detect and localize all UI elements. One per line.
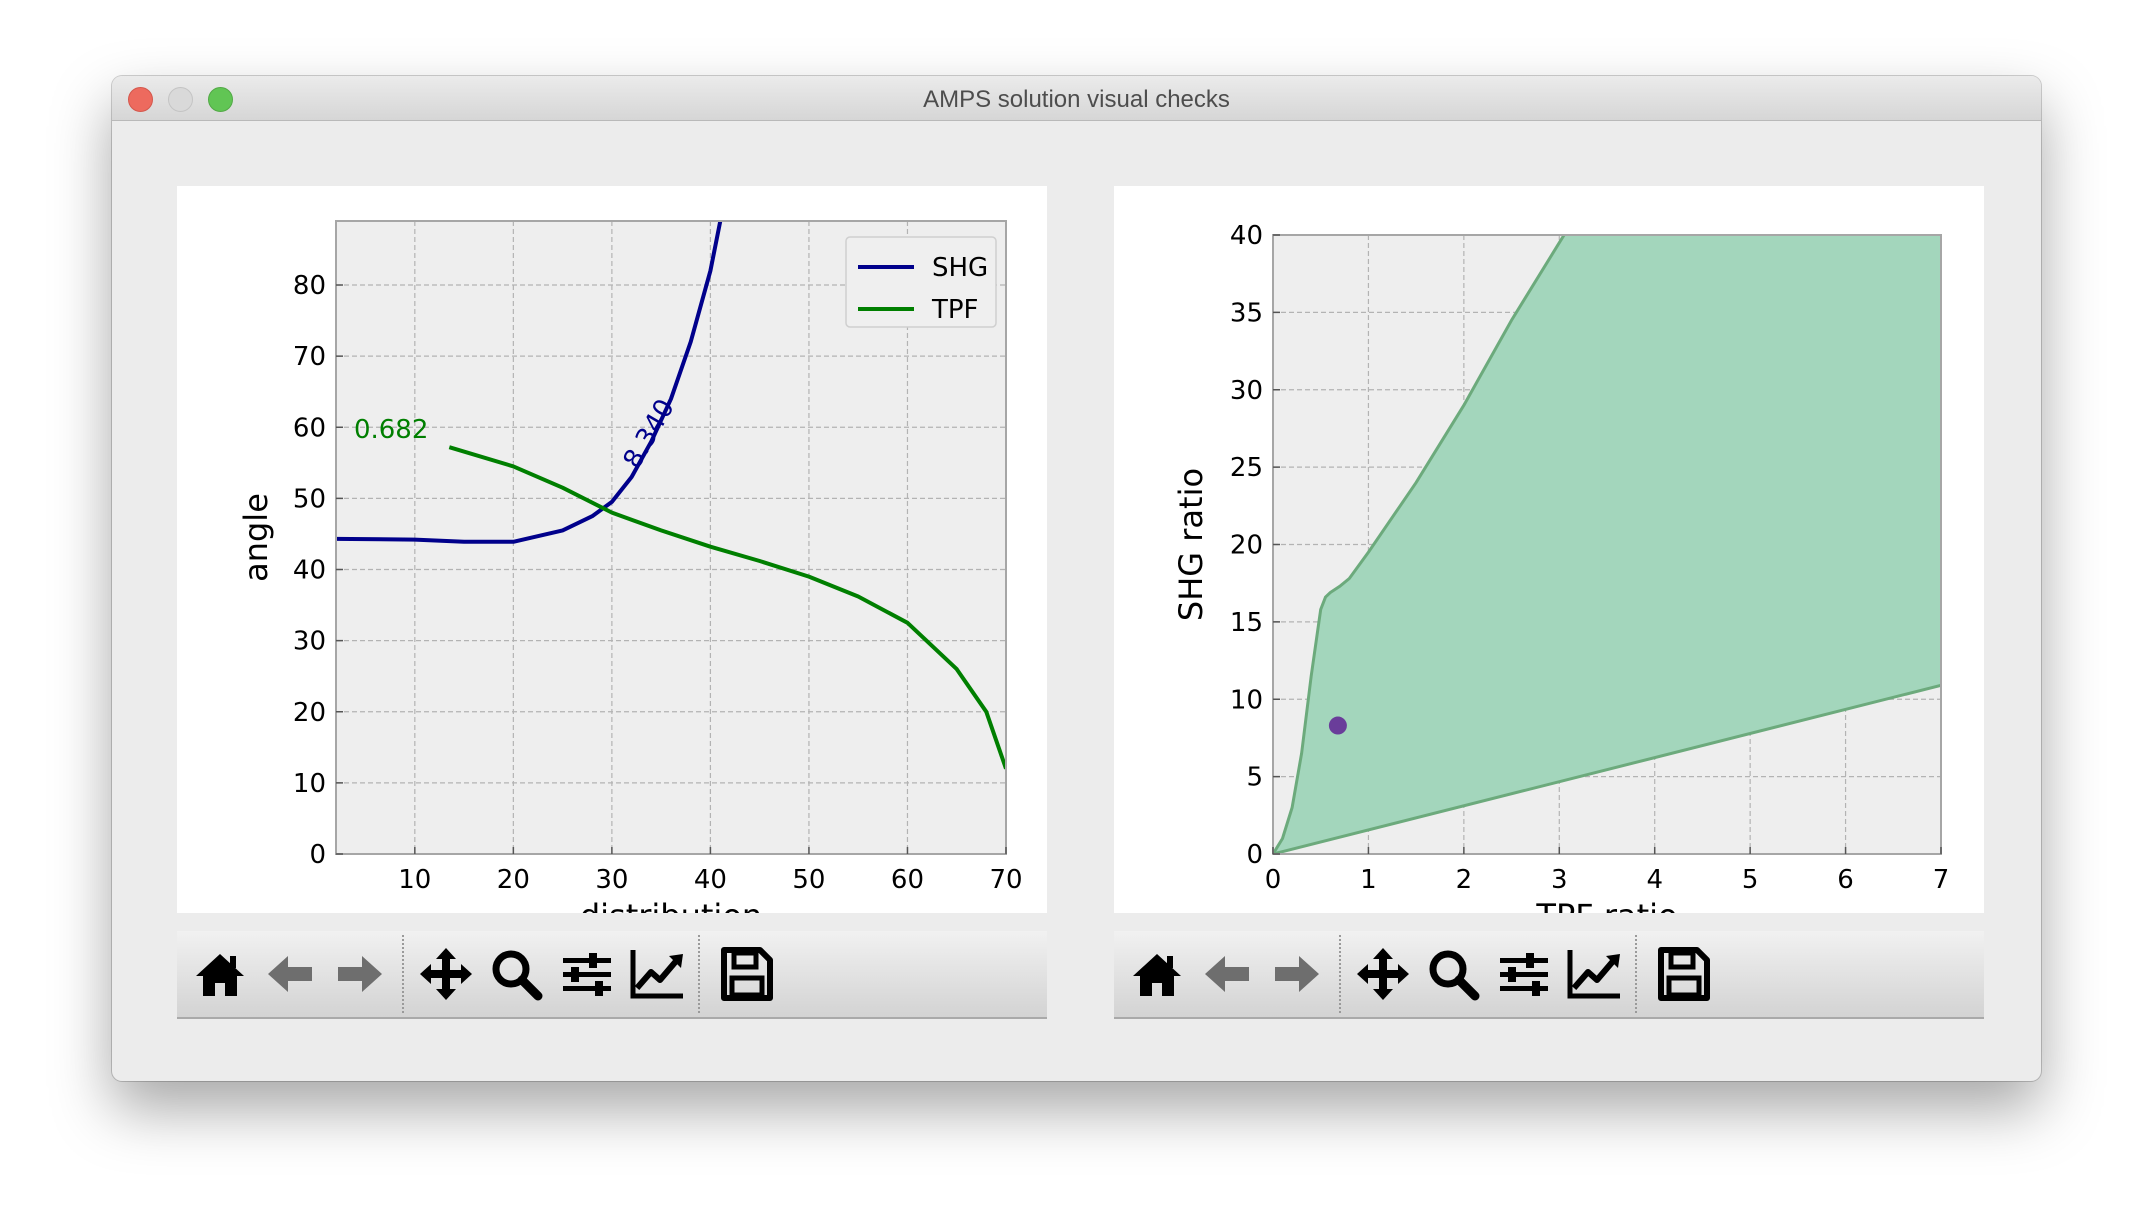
save-icon [721,947,773,1001]
y-tick-label: 60 [293,413,326,443]
zoom-icon [1429,950,1480,1001]
y-tick-label: 10 [1230,685,1263,715]
x-tick-label: 3 [1551,865,1568,895]
right-subplots-config-button[interactable] [1494,944,1554,1004]
y-tick-label: 20 [1230,531,1263,561]
legend-label-shg: SHG [932,253,988,283]
right-back-arrow-button[interactable] [1197,944,1257,1004]
series-line-shg [336,221,723,544]
toolbar-left [177,931,1047,1019]
axes-edit-icon [630,950,683,999]
x-tick-label: 1 [1360,865,1377,895]
left-forward-arrow-button[interactable] [330,944,390,1004]
y-tick-label: 0 [1246,840,1263,870]
zoom-window-button[interactable] [208,87,233,112]
figure-left[interactable]: 8.340 0.682 10 20 30 40 50 60 70 0 10 20 30 40 50 60 70 8… [177,186,1047,913]
legend-label-tpf: TPF [931,295,979,325]
right-home-button[interactable] [1127,944,1187,1004]
x-axis-label: TPF ratio [1535,897,1677,913]
region-lower-edge [1273,683,1941,854]
x-tick-label: 7 [1933,865,1950,895]
solution-point [1328,716,1347,735]
right-save-button[interactable] [1653,944,1713,1004]
y-tick-label: 80 [293,271,326,301]
left-back-arrow-button[interactable] [260,944,320,1004]
y-tick-label: 20 [293,698,326,728]
region-upper-edge [1273,235,1566,854]
app-window: AMPS solution visual checks 8.340 0.682 10… [112,76,2041,1081]
ratio-region-plot: 0 1 2 3 4 5 6 7 0 5 10 15 20 25 30 35 40 TPF ratio SHG rat… [1172,221,1950,913]
x-tick-label: 4 [1646,865,1663,895]
toolbar-separator [698,935,700,1013]
legend: SHG TPF [845,236,997,328]
figure-right[interactable]: 0 1 2 3 4 5 6 7 0 5 10 15 20 25 30 35 40 TPF ratio SHG rat… [1114,186,1984,913]
y-tick-label: 25 [1230,453,1263,483]
right-forward-arrow-button[interactable] [1267,944,1327,1004]
x-axis-label: distribution [580,897,762,913]
left-home-button[interactable] [190,944,250,1004]
y-tick-label: 10 [293,769,326,799]
y-tick-label: 5 [1246,763,1263,793]
left-save-button[interactable] [716,944,776,1004]
x-tick-label: 0 [1265,865,1282,895]
home-icon [1133,954,1181,996]
save-icon [1658,947,1710,1001]
x-tick-label: 70 [989,865,1022,895]
toolbar-separator [402,935,404,1013]
pan-icon [420,948,472,1000]
forward-arrow-icon [338,956,382,992]
toolbar-separator [1339,935,1341,1013]
axes-frame [335,220,1007,855]
title-bar: AMPS solution visual checks [112,76,2041,121]
x-tick-label: 50 [792,865,825,895]
home-icon [196,954,244,996]
y-tick-label: 40 [293,556,326,586]
left-zoom-button[interactable] [486,944,546,1004]
x-tick-label: 20 [497,865,530,895]
y-tick-label: 50 [293,484,326,514]
x-tick-label: 10 [398,865,431,895]
x-tick-label: 6 [1837,865,1854,895]
pan-icon [1357,948,1409,1000]
feasible-region [1273,235,1941,854]
x-tick-label: 60 [891,865,924,895]
zoom-icon [492,950,543,1001]
x-tick-label: 2 [1456,865,1473,895]
subplots-config-icon [1500,953,1548,996]
close-window-button[interactable] [128,87,153,112]
legend-box [845,236,997,328]
toolbar-separator [1635,935,1637,1013]
back-arrow-icon [1205,956,1249,992]
right-zoom-button[interactable] [1423,944,1483,1004]
y-tick-label: 70 [293,342,326,372]
y-tick-label: 30 [1230,376,1263,406]
left-subplots-config-button[interactable] [557,944,617,1004]
y-tick-label: 30 [293,627,326,657]
left-pan-button[interactable] [416,944,476,1004]
y-tick-label: 0 [309,840,326,870]
right-pan-button[interactable] [1353,944,1413,1004]
minimize-window-button[interactable] [168,87,193,112]
window-title: AMPS solution visual checks [923,86,1230,113]
forward-arrow-icon [1275,956,1319,992]
y-tick-label: 15 [1230,608,1263,638]
contour-label-tpf: 0.682 [354,415,428,445]
axes-edit-icon [1567,950,1620,999]
subplots-config-icon [563,953,611,996]
left-axes-edit-button[interactable] [627,944,687,1004]
toolbar-right [1114,931,1984,1019]
y-tick-label: 40 [1230,221,1263,251]
right-axes-edit-button[interactable] [1564,944,1624,1004]
y-axis-label: SHG ratio [1172,468,1210,621]
y-axis-label: angle [237,493,275,582]
back-arrow-icon [268,956,312,992]
series-line-tpf [448,445,1006,770]
x-tick-label: 5 [1742,865,1759,895]
x-tick-label: 30 [595,865,628,895]
y-tick-label: 35 [1230,298,1263,328]
x-tick-label: 40 [694,865,727,895]
